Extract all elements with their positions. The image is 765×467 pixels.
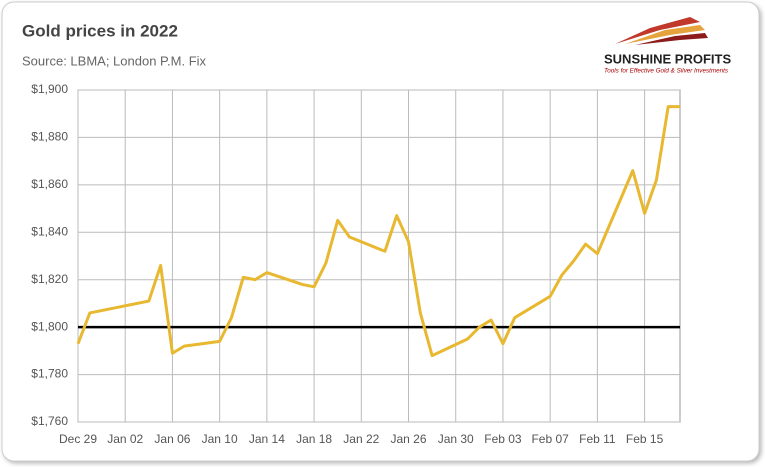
y-tick-label: $1,820: [31, 272, 68, 286]
plot-background: [77, 89, 681, 423]
plot-area: $1,760 $1,780 $1,800 $1,820 $1,840 $1,860 $1,8…: [31, 82, 681, 446]
chart-title: Gold prices in 2022: [22, 21, 178, 40]
logo: SUNSHINE PROFITS Tools for Effective Gol…: [604, 17, 731, 75]
x-tick-label: Jan 26: [390, 432, 426, 446]
x-tick-label: Feb 15: [626, 432, 664, 446]
x-tick-label: Jan 02: [107, 432, 143, 446]
x-tick-label: Jan 14: [249, 432, 285, 446]
y-tick-label: $1,860: [31, 177, 68, 191]
logo-swoosh: [625, 25, 705, 44]
y-tick-label: $1,900: [31, 82, 68, 96]
x-tick-label: Jan 06: [154, 432, 190, 446]
logo-swoosh: [615, 17, 700, 44]
logo-name: SUNSHINE PROFITS: [604, 51, 731, 66]
logo-tagline: Tools for Effective Gold & Silver Invest…: [604, 68, 729, 75]
chart-subtitle: Source: LBMA; London P.M. Fix: [22, 53, 207, 68]
x-tick-label: Dec 29: [59, 432, 97, 446]
y-tick-label: $1,760: [31, 414, 68, 428]
y-tick-label: $1,800: [31, 319, 68, 333]
logo-swoosh: [635, 33, 708, 45]
y-tick-label: $1,880: [31, 130, 68, 144]
x-tick-label: Jan 30: [438, 432, 474, 446]
x-tick-label: Jan 18: [296, 432, 332, 446]
x-tick-label: Feb 07: [531, 432, 569, 446]
price-line: [76, 105, 680, 358]
x-tick-label: Feb 11: [579, 432, 616, 446]
x-tick-label: Feb 03: [484, 432, 522, 446]
y-tick-label: $1,840: [31, 224, 68, 238]
y-tick-label: $1,780: [31, 367, 68, 381]
x-tick-label: Jan 10: [202, 432, 238, 446]
x-tick-label: Jan 22: [343, 432, 379, 446]
